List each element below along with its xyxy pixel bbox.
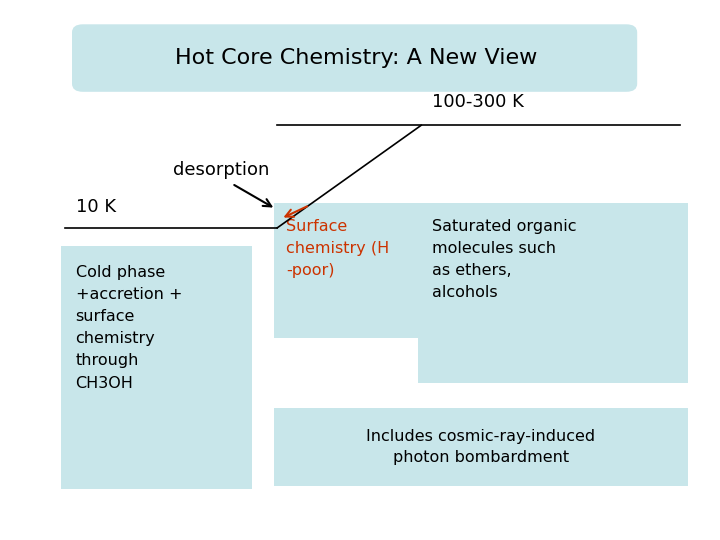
Text: Includes cosmic-ray-induced
photon bombardment: Includes cosmic-ray-induced photon bomba…	[366, 429, 595, 465]
FancyBboxPatch shape	[72, 24, 637, 92]
FancyBboxPatch shape	[61, 246, 252, 489]
Text: desorption: desorption	[173, 161, 269, 179]
FancyBboxPatch shape	[274, 202, 436, 338]
FancyBboxPatch shape	[418, 202, 688, 383]
Text: 10 K: 10 K	[76, 198, 116, 216]
Text: Saturated organic
molecules such
as ethers,
alcohols: Saturated organic molecules such as ethe…	[432, 219, 577, 300]
Text: Cold phase
+accretion +
surface
chemistry
through
CH3OH: Cold phase +accretion + surface chemistr…	[76, 265, 182, 390]
FancyBboxPatch shape	[274, 408, 688, 486]
Text: Surface
chemistry (H
-poor): Surface chemistry (H -poor)	[286, 219, 389, 278]
Text: Hot Core Chemistry: A New View: Hot Core Chemistry: A New View	[175, 48, 538, 69]
Text: 100-300 K: 100-300 K	[432, 93, 524, 111]
